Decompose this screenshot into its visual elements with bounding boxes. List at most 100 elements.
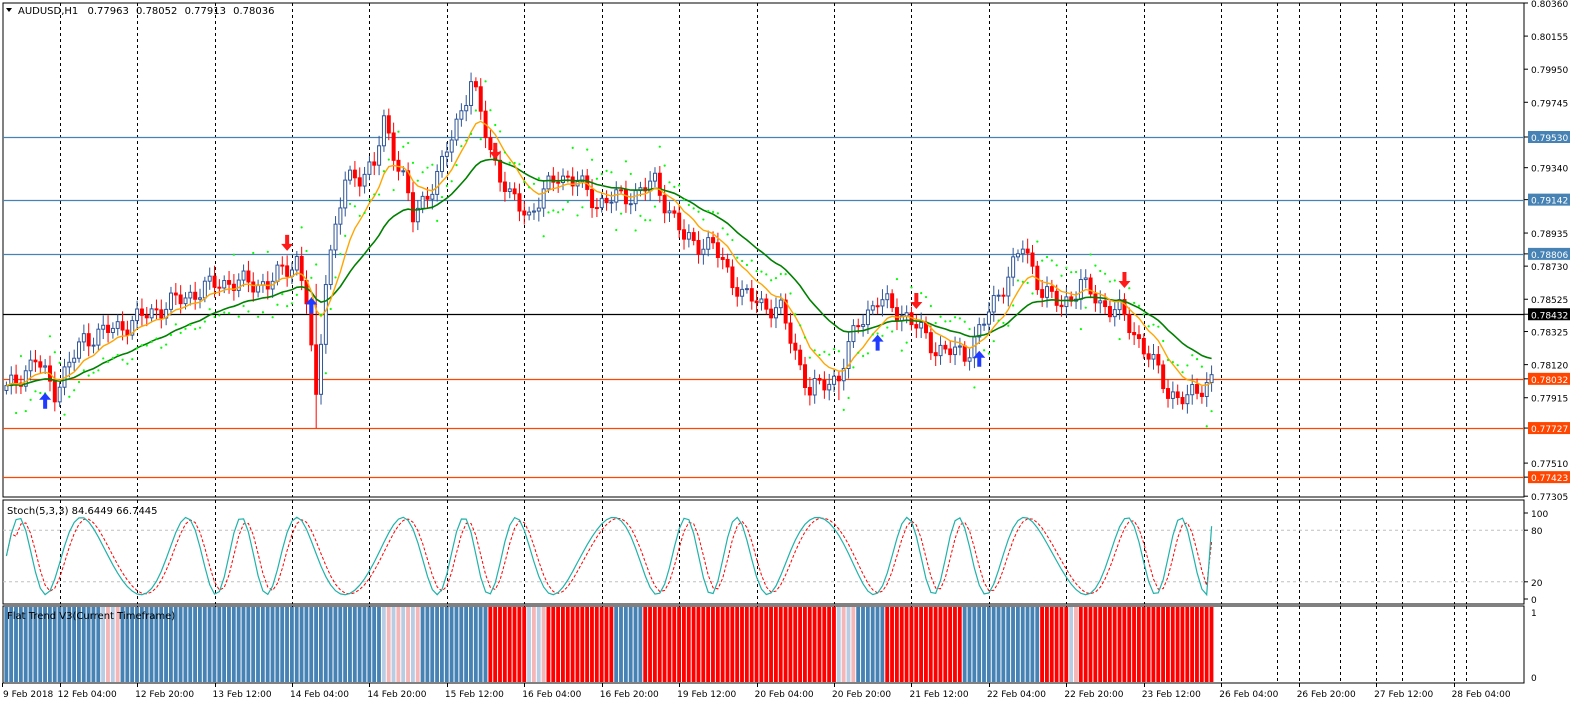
- sar-dot: [102, 357, 105, 360]
- svg-text:AUDUSD,H1 0.77963: AUDUSD,H1 0.77963 0.78052 0.77913 0.7803…: [18, 6, 274, 17]
- sar-dot: [736, 256, 739, 259]
- flat-trend-bar: [517, 607, 522, 682]
- flat-trend-bar: [333, 607, 338, 682]
- candle-body: [691, 232, 696, 241]
- candle-body: [938, 344, 943, 357]
- flat-trend-bar: [1025, 607, 1030, 682]
- candle-body: [1122, 299, 1127, 316]
- flat-trend-bar: [115, 607, 120, 682]
- candle-body: [657, 172, 662, 196]
- flat-trend-bar: [406, 607, 410, 682]
- sar-dot: [252, 251, 255, 255]
- candle-body: [338, 207, 343, 225]
- candle-body: [1011, 256, 1016, 278]
- candle-body: [193, 291, 198, 300]
- flat-trend-bar: [527, 607, 531, 682]
- sar-dot: [29, 398, 32, 401]
- stochastic-main-line: [5, 516, 1213, 597]
- flat-trend-bar: [764, 607, 769, 682]
- sar-dot: [1133, 301, 1136, 304]
- sar-dot: [1137, 304, 1141, 307]
- sell-arrow-icon: [489, 142, 502, 159]
- sar-dot: [324, 372, 327, 375]
- flat-trend-bar: [401, 607, 406, 682]
- candle-body: [744, 288, 749, 291]
- sar-dot: [387, 158, 390, 161]
- collapse-triangle-icon[interactable]: [6, 8, 12, 12]
- flat-trend-bar: [1069, 607, 1074, 682]
- flat-trend-bar: [77, 607, 81, 682]
- candle-body: [1127, 314, 1132, 334]
- flat-trend-bar: [1030, 607, 1035, 682]
- sar-dot: [610, 171, 613, 174]
- flat-trend-bar: [894, 607, 899, 682]
- sar-dot: [983, 349, 986, 352]
- sar-dot: [649, 219, 652, 222]
- flat-trend-bar: [67, 607, 72, 682]
- chart-header: AUDUSD,H1 0.77963 0.78052 0.77913 0.7803…: [6, 6, 274, 17]
- flat-trend-bar: [686, 607, 691, 682]
- candle-body: [207, 275, 212, 282]
- sar-dot: [653, 205, 657, 208]
- sar-dot: [1142, 313, 1145, 316]
- flat-trend-bar: [101, 607, 106, 682]
- candle-body: [1190, 384, 1195, 396]
- candle-body: [527, 211, 532, 216]
- time-tick-label: 26 Feb 04:00: [1219, 690, 1278, 700]
- flat-trend-bar: [1001, 607, 1006, 682]
- price-level-badge: [1528, 372, 1570, 385]
- sar-dot: [707, 210, 710, 213]
- price-level-label: 0.78032: [1531, 376, 1568, 386]
- sar-dot: [121, 358, 124, 361]
- flat-trend-bar: [682, 607, 686, 682]
- candle-body: [1195, 384, 1200, 394]
- flat-trend-bar: [130, 607, 135, 682]
- candle-body: [1170, 391, 1175, 399]
- time-tick-label: 28 Feb 04:00: [1452, 690, 1511, 700]
- flat-trend-bar: [125, 607, 130, 682]
- flat-trend-bar: [285, 607, 289, 682]
- candle-body: [502, 181, 507, 192]
- flat-trend-bar: [522, 607, 527, 682]
- sar-dot: [1166, 358, 1170, 362]
- sar-dot: [68, 395, 71, 398]
- candle-body: [1199, 392, 1204, 397]
- time-tick-label: 27 Feb 12:00: [1374, 690, 1433, 700]
- down-arrow-shape: [910, 293, 923, 310]
- candle-body: [754, 300, 759, 304]
- sar-dot: [634, 229, 637, 232]
- candle-body: [435, 170, 440, 195]
- sar-dot: [963, 320, 966, 323]
- candle-body: [682, 229, 687, 240]
- flat-trend-bar: [343, 607, 348, 682]
- candle-body: [183, 297, 188, 305]
- sar-dot: [1171, 361, 1174, 364]
- time-tick-label: 22 Feb 20:00: [1064, 690, 1123, 700]
- flat-trend-bar: [304, 607, 309, 682]
- flat-trend-bar: [1074, 607, 1078, 682]
- candle-body: [1059, 304, 1064, 308]
- candle-body: [817, 377, 822, 381]
- sar-dot: [271, 316, 274, 319]
- flat-trend-bar: [1059, 607, 1064, 682]
- sar-dot: [997, 319, 1000, 322]
- sar-dot: [576, 214, 579, 217]
- flat-trend-bar: [14, 607, 18, 682]
- sar-dot: [368, 198, 371, 201]
- price-level-label: 0.79530: [1531, 134, 1568, 144]
- flat-trend-bar: [652, 607, 657, 682]
- flat-trend-bar: [609, 607, 614, 682]
- candle-body: [110, 327, 115, 333]
- flat-trend-bar: [1078, 607, 1083, 682]
- sar-dot: [813, 349, 816, 352]
- flat-trend-bar: [919, 607, 923, 682]
- candle-body: [135, 308, 140, 322]
- flat-trend-bar: [948, 607, 953, 682]
- sar-dot: [165, 343, 168, 346]
- sar-dot: [77, 380, 81, 384]
- price-tick-label: 0.78730: [1531, 263, 1568, 273]
- candle-body: [701, 248, 706, 255]
- sar-dot: [1113, 279, 1116, 282]
